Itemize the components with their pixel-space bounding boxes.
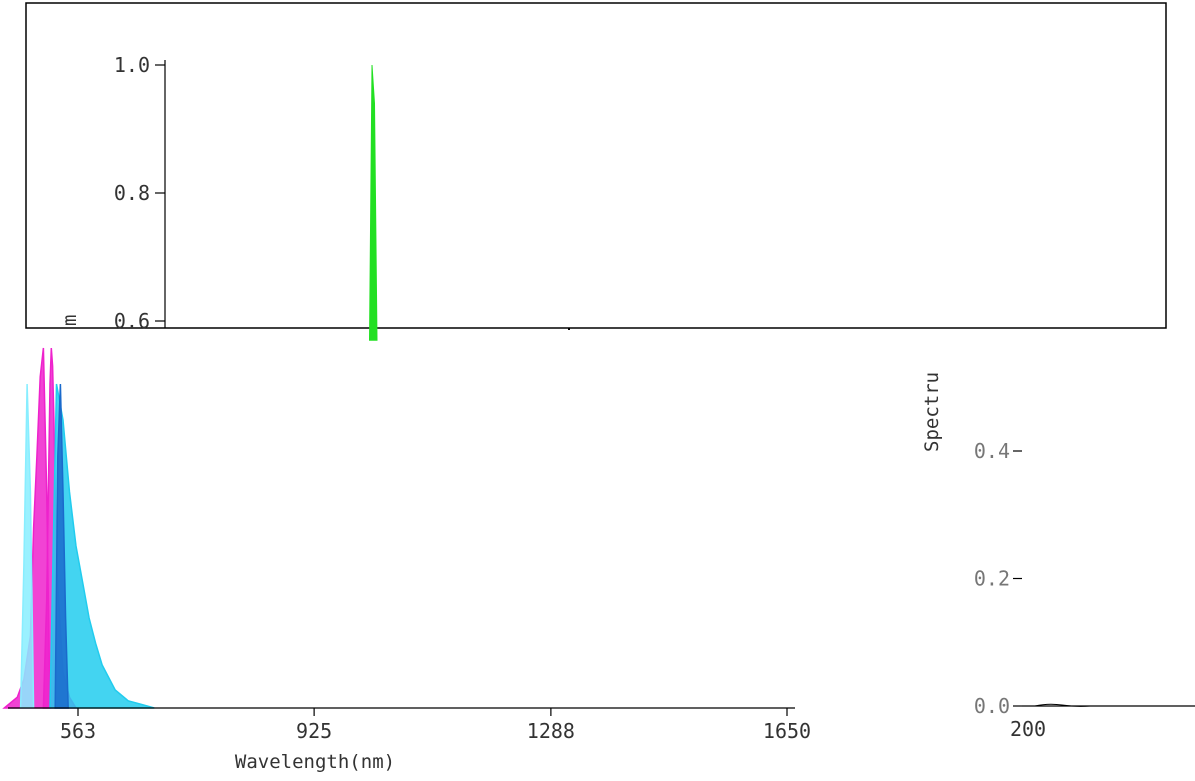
lower-right-y-ticks: 0.4 0.2 0.0	[974, 439, 1022, 718]
upper-artifact-dot	[568, 328, 570, 330]
lower-x-tick-label: 1288	[527, 719, 575, 743]
x-axis-label: Wavelength(nm)	[235, 751, 395, 773]
lower-series-2-area	[49, 383, 155, 709]
lower-x-tick-label: 925	[296, 719, 332, 743]
lower-right-y-tick-label: 0.2	[974, 567, 1010, 591]
upper-series-layer	[368, 64, 378, 341]
upper-panel-frame	[25, 2, 1167, 329]
upper-series-0-area	[368, 64, 378, 341]
lower-right-y-tick-label: 0.4	[974, 439, 1010, 463]
lower-right-panel: Spectru 0.4 0.2 0.0 200	[921, 372, 1195, 741]
lower-left-panel: 563 925 1288 1650 Wavelength(nm)	[2, 347, 811, 773]
lower-x-ticks: 563 925 1288 1650	[60, 708, 811, 743]
lower-right-series-trace	[1034, 703, 1091, 707]
lower-right-ylabel-fragment: Spectru	[921, 372, 943, 452]
upper-ylabel-fragment: m	[59, 315, 81, 326]
upper-y-tick-label: 1.0	[114, 53, 150, 77]
lower-series-3-area	[19, 383, 35, 709]
lower-x-tick-label: 563	[60, 719, 96, 743]
upper-y-ticks: 1.0 0.8 0.6	[114, 53, 165, 333]
upper-panel: 1.0 0.8 0.6 m	[25, 2, 1167, 341]
upper-y-tick-label: 0.8	[114, 181, 150, 205]
lower-right-x-tick-label: 200	[1010, 717, 1046, 741]
lower-series-layer	[2, 347, 155, 709]
lower-right-x-ticks: 200	[1010, 717, 1046, 741]
lower-x-tick-label: 1650	[763, 719, 811, 743]
lower-right-y-tick-label: 0.0	[974, 694, 1010, 718]
upper-y-tick-label: 0.6	[114, 309, 150, 333]
